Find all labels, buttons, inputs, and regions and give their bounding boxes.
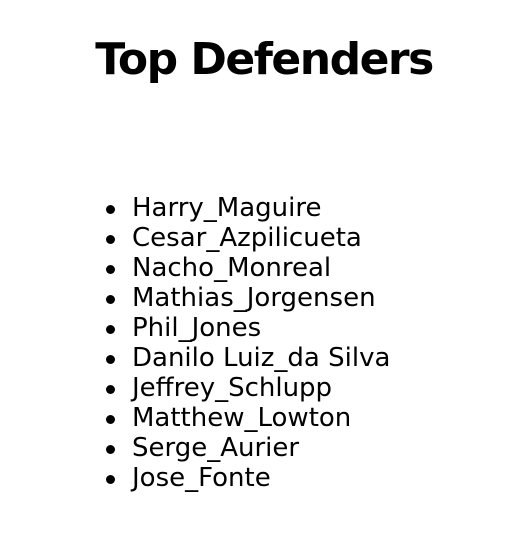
bullet-icon	[106, 445, 115, 454]
defender-name: Harry_Maguire	[132, 193, 322, 223]
bullet-icon	[106, 355, 115, 364]
list-item: Matthew_Lowton	[104, 403, 390, 433]
defender-name: Phil_Jones	[132, 313, 262, 343]
defender-name: Danilo Luiz_da Silva	[132, 343, 391, 373]
bullet-icon	[106, 235, 115, 244]
defender-name: Jose_Fonte	[132, 463, 271, 493]
defender-name: Matthew_Lowton	[132, 403, 352, 433]
list-item: Cesar_Azpilicueta	[104, 223, 390, 253]
page-title: Top Defenders	[95, 34, 434, 85]
list-item: Danilo Luiz_da Silva	[104, 343, 390, 373]
defender-name: Nacho_Monreal	[132, 253, 332, 283]
defender-name: Jeffrey_Schlupp	[132, 373, 333, 403]
list-item: Jeffrey_Schlupp	[104, 373, 390, 403]
list-item: Serge_Aurier	[104, 433, 390, 463]
list-item: Harry_Maguire	[104, 193, 390, 223]
bullet-icon	[106, 385, 115, 394]
list-item: Mathias_Jorgensen	[104, 283, 390, 313]
list-item: Nacho_Monreal	[104, 253, 390, 283]
bullet-icon	[106, 415, 115, 424]
list-item: Phil_Jones	[104, 313, 390, 343]
defender-name: Serge_Aurier	[132, 433, 300, 463]
defender-name: Cesar_Azpilicueta	[132, 223, 362, 253]
bullet-icon	[106, 205, 115, 214]
bullet-icon	[106, 325, 115, 334]
list-item: Jose_Fonte	[104, 463, 390, 493]
bullet-icon	[106, 295, 115, 304]
defender-list: Harry_Maguire Cesar_Azpilicueta Nacho_Mo…	[104, 193, 390, 493]
defender-name: Mathias_Jorgensen	[132, 283, 376, 313]
bullet-icon	[106, 475, 115, 484]
bullet-icon	[106, 265, 115, 274]
